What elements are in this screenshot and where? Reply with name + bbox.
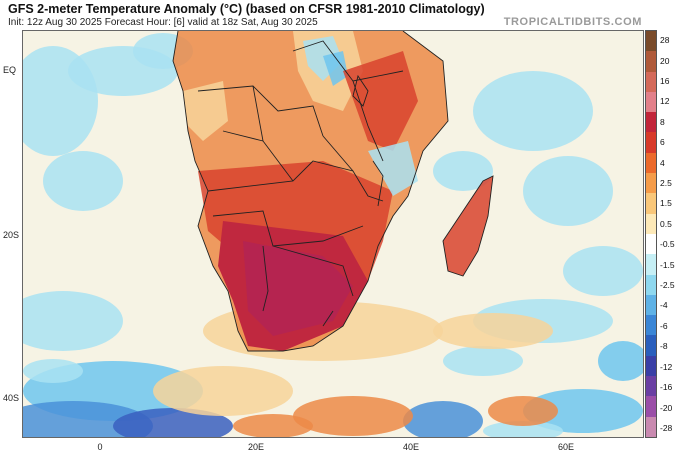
colorbar-label: 16: [660, 76, 670, 87]
map-title: GFS 2-meter Temperature Anomaly (°C) (ba…: [8, 2, 485, 16]
map-canvas: [23, 31, 643, 437]
colorbar-swatch: [646, 213, 656, 234]
colorbar-swatch: [646, 132, 656, 153]
colorbar-label: -6: [660, 320, 668, 331]
colorbar: [645, 30, 657, 438]
colorbar-swatch: [646, 152, 656, 174]
colorbar-swatch: [646, 71, 656, 92]
colorbar-swatch: [646, 51, 656, 72]
colorbar-label: -16: [660, 382, 673, 393]
colorbar-swatch: [646, 355, 656, 377]
lat-label-20s: 20S: [3, 230, 20, 240]
colorbar-label: -20: [660, 402, 673, 413]
colorbar-label: 12: [660, 96, 670, 107]
colorbar-swatch: [646, 416, 656, 437]
colorbar-label: 2.5: [660, 178, 672, 189]
lon-label-0: 0: [97, 442, 103, 452]
colorbar-swatch: [646, 193, 656, 214]
colorbar-swatch: [646, 254, 656, 275]
colorbar-swatch: [646, 31, 656, 52]
colorbar-swatch: [646, 315, 656, 336]
colorbar-label: 0.5: [660, 218, 672, 229]
temperature-anomaly-map: [22, 30, 644, 438]
lon-label-40e: 40E: [402, 442, 420, 452]
colorbar-label: 8: [660, 116, 665, 127]
colorbar-label: 28: [660, 35, 670, 46]
colorbar-label: -28: [660, 422, 673, 433]
colorbar-label: 4: [660, 157, 665, 168]
colorbar-swatch: [646, 112, 656, 133]
lat-label-eq: EQ: [3, 65, 17, 75]
colorbar-swatch: [646, 91, 656, 113]
colorbar-label: -4: [660, 300, 668, 311]
colorbar-label: -0.5: [660, 239, 675, 250]
colorbar-label: 6: [660, 137, 665, 148]
brand-watermark: TROPICALTIDBITS.COM: [503, 16, 642, 28]
colorbar-swatch: [646, 173, 656, 194]
colorbar-label: -1.5: [660, 259, 675, 270]
colorbar-label: 1.5: [660, 198, 672, 209]
country-borders: [172, 31, 494, 352]
colorbar-swatch: [646, 396, 656, 417]
colorbar-label: -2.5: [660, 280, 675, 291]
lon-label-20e: 20E: [247, 442, 265, 452]
colorbar-labels: 28 20 16 12 8 6 4 2.5 1.5 0.5 -0.5 -1.5 -2.5 -4 -6 -8 -1…: [660, 30, 680, 438]
lat-label-40s: 40S: [3, 393, 20, 403]
colorbar-swatch: [646, 335, 656, 356]
colorbar-swatch: [646, 274, 656, 295]
africa-landmass: [173, 31, 448, 351]
colorbar-swatch: [646, 294, 656, 316]
madagascar-landmass: [443, 176, 493, 276]
colorbar-swatch: [646, 376, 656, 397]
colorbar-label: -8: [660, 341, 668, 352]
colorbar-label: -12: [660, 361, 673, 372]
map-subtitle: Init: 12z Aug 30 2025 Forecast Hour: [6]…: [8, 17, 318, 28]
colorbar-label: 20: [660, 55, 670, 66]
lon-label-60e: 60E: [557, 442, 575, 452]
colorbar-swatch: [646, 233, 656, 255]
